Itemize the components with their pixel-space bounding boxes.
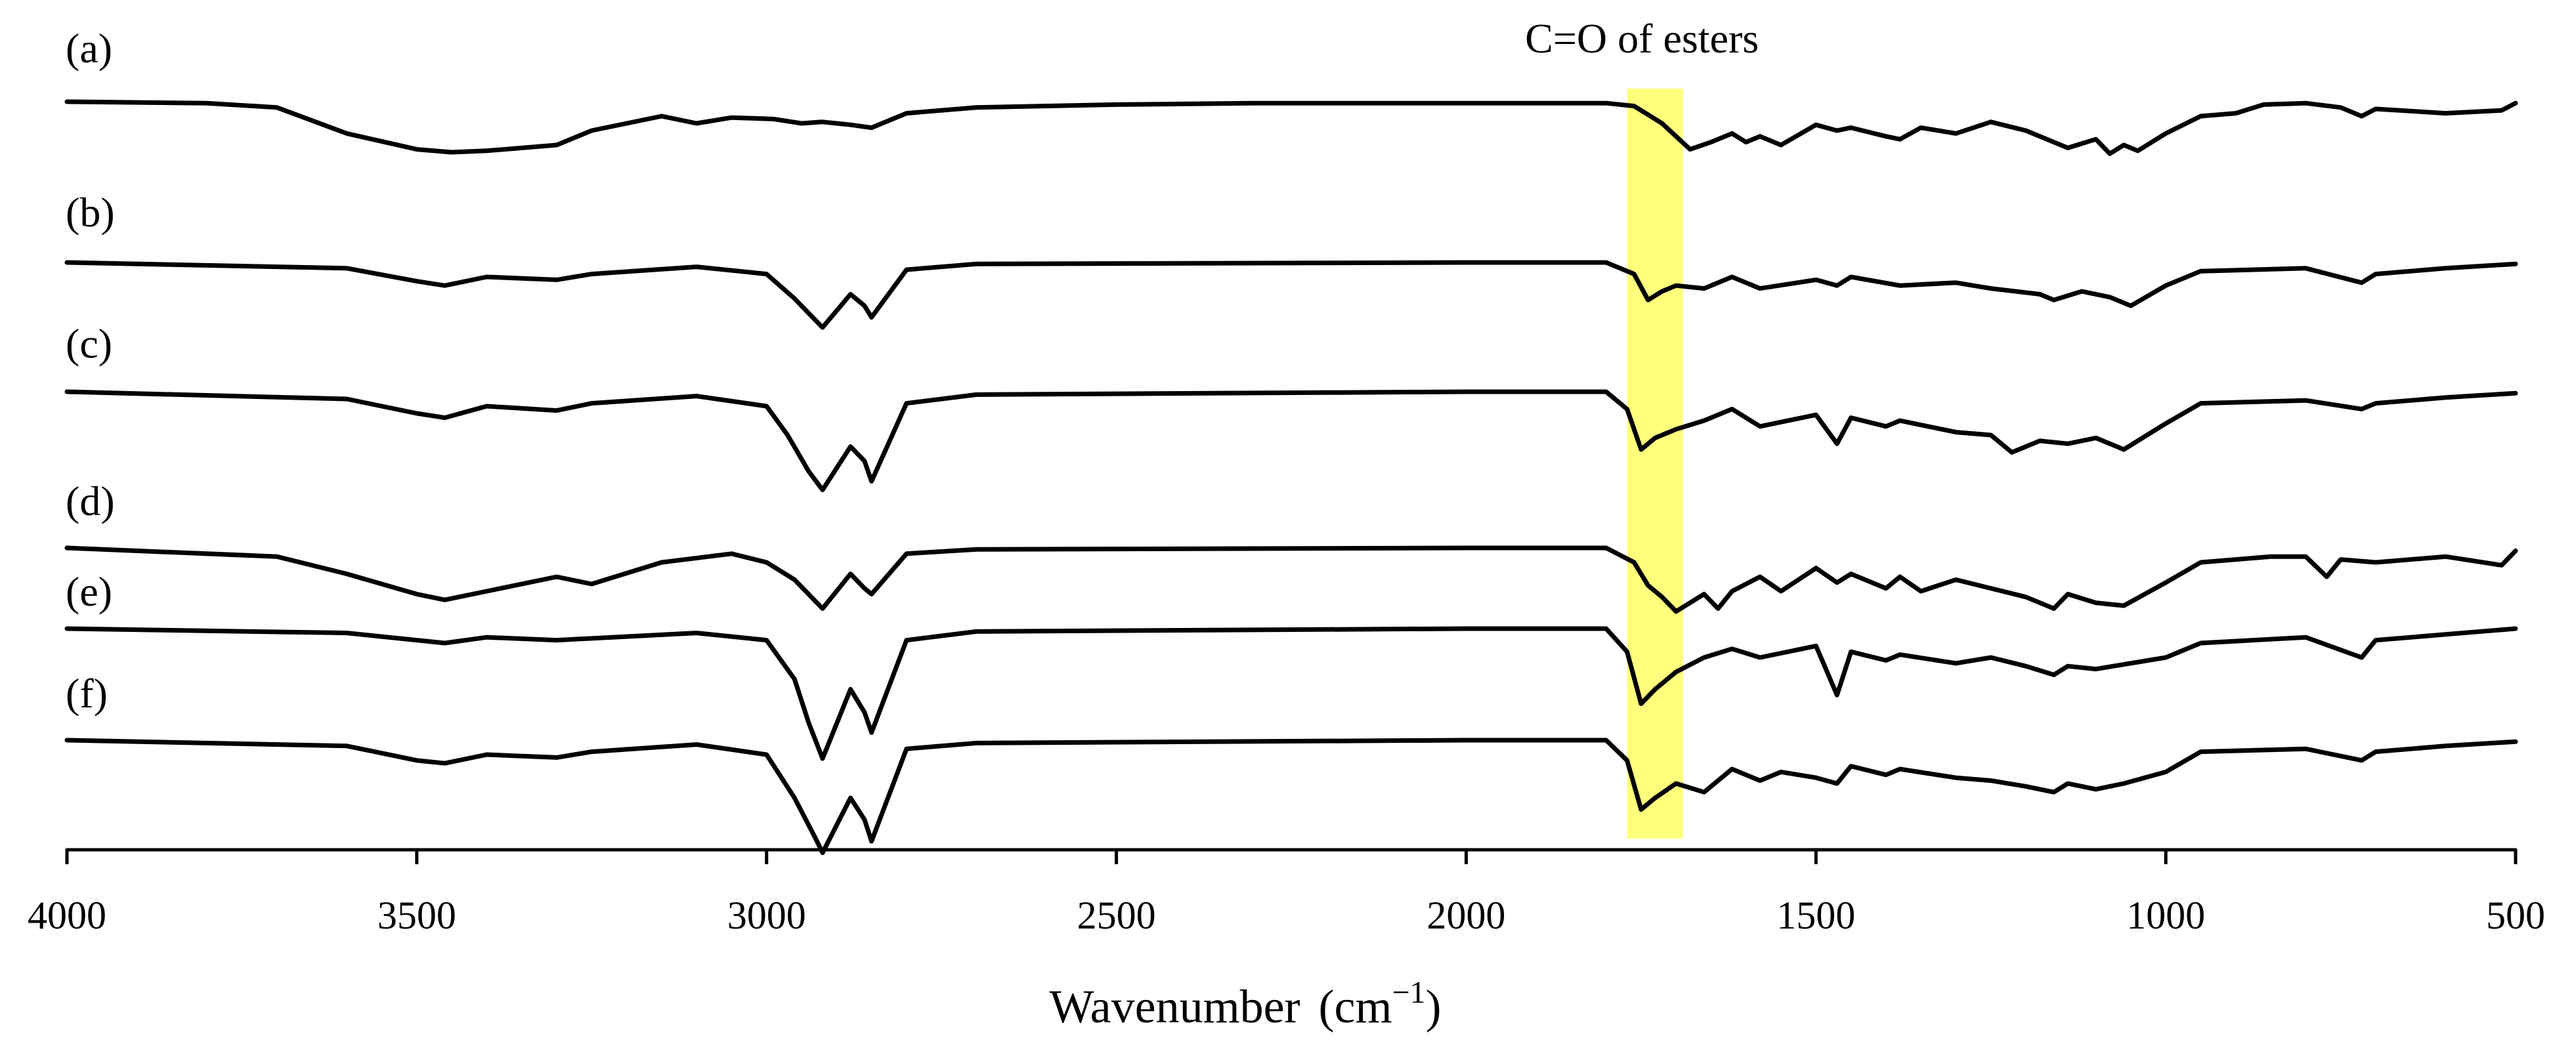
series-group bbox=[64, 99, 2518, 856]
x-axis-title: Wavenumber (cm−1) bbox=[1049, 975, 1441, 1033]
x-tick-label-1500: 1500 bbox=[1776, 894, 1855, 937]
x-tick-label-3000: 3000 bbox=[727, 894, 806, 937]
x-tick-label-4000: 4000 bbox=[28, 894, 106, 937]
series-label-e: (e) bbox=[66, 568, 112, 615]
spectrum-line-e bbox=[64, 626, 2518, 761]
series-label-f: (f) bbox=[66, 670, 108, 717]
ester-annotation: C=O of esters bbox=[1525, 15, 1759, 62]
spectrum-line-f bbox=[64, 738, 2518, 856]
x-axis-unit-exp: −1 bbox=[1392, 975, 1425, 1010]
series-labels: (a) (b) (c) (d) (e) (f) bbox=[66, 25, 115, 717]
x-axis-title-text: Wavenumber bbox=[1049, 980, 1300, 1033]
series-label-a: (a) bbox=[66, 25, 112, 72]
series-label-b: (b) bbox=[66, 189, 115, 236]
x-axis-ticks: 4000 3500 3000 2500 2000 1500 1000 500 bbox=[28, 848, 2545, 937]
x-tick-label-500: 500 bbox=[2486, 894, 2545, 937]
series-label-d: (d) bbox=[66, 478, 115, 524]
spectrum-line-c bbox=[64, 389, 2518, 493]
spectrum-line-b bbox=[64, 260, 2518, 330]
spectrum-line-a bbox=[64, 99, 2518, 156]
x-tick-label-2000: 2000 bbox=[1427, 894, 1505, 937]
x-tick-label-2500: 2500 bbox=[1077, 894, 1156, 937]
spectrum-line-d bbox=[64, 545, 2518, 614]
x-tick-label-3500: 3500 bbox=[377, 894, 456, 937]
ester-highlight-band bbox=[1627, 89, 1683, 839]
x-axis-unit: cm bbox=[1335, 980, 1392, 1033]
x-tick-label-1000: 1000 bbox=[2126, 894, 2205, 937]
series-label-c: (c) bbox=[66, 320, 112, 367]
